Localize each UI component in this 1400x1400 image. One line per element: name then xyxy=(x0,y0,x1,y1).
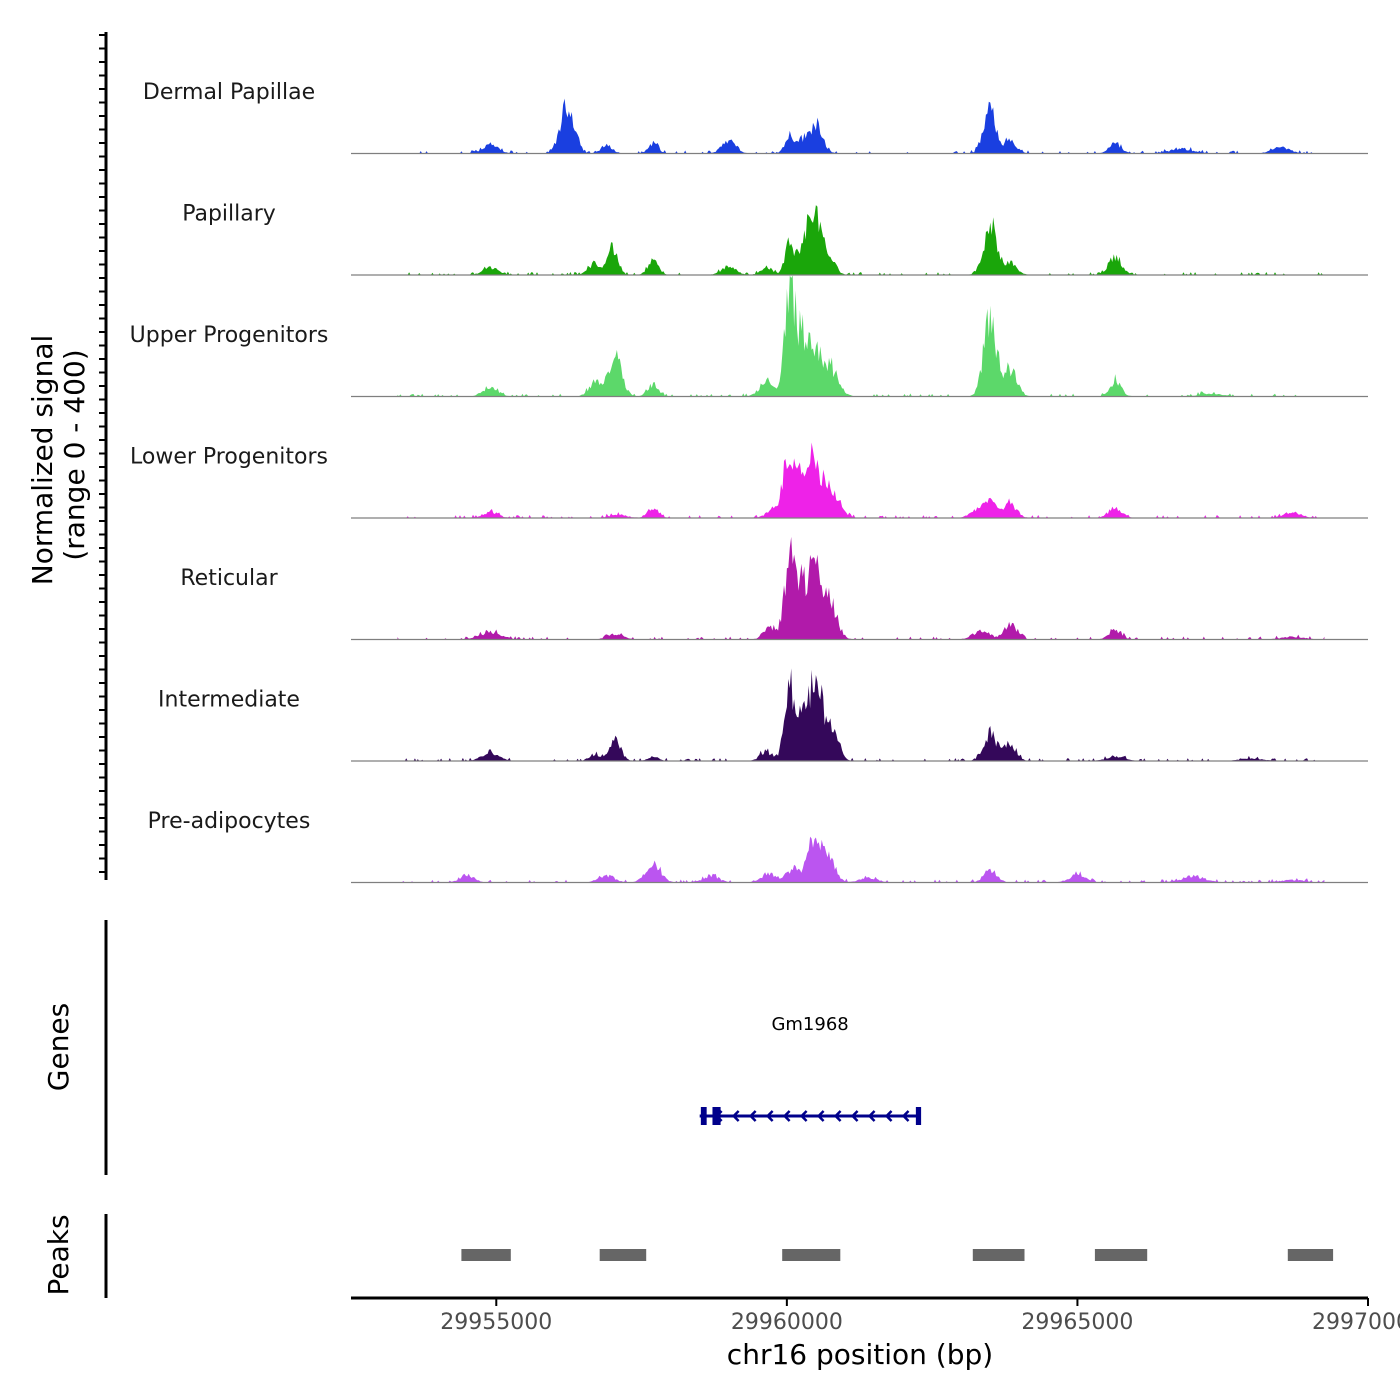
signal-area xyxy=(397,98,1325,154)
peak-regions xyxy=(461,1249,1334,1261)
x-tick-label: 29970000 xyxy=(1312,1310,1400,1335)
coverage-y-axis-ticks xyxy=(99,34,106,873)
peak-region xyxy=(972,1249,1025,1261)
x-tick-label: 29965000 xyxy=(1021,1310,1133,1335)
signal-area xyxy=(397,275,1325,397)
track-reticular: Reticular xyxy=(180,536,1368,641)
strand-arrow xyxy=(901,1110,910,1122)
y-axis-title-line1: Normalized signal xyxy=(26,335,59,586)
track-label: Upper Progenitors xyxy=(130,323,329,348)
strand-arrow xyxy=(867,1110,876,1122)
signal-area xyxy=(397,442,1325,518)
peak-region xyxy=(599,1249,647,1261)
gene-exon xyxy=(712,1107,721,1125)
strand-arrow xyxy=(884,1110,893,1122)
track-pre-adipocytes: Pre-adipocytes xyxy=(148,809,1368,884)
signal-area xyxy=(397,668,1325,761)
strand-arrow xyxy=(816,1110,825,1122)
strand-arrow xyxy=(799,1110,808,1122)
gene-exon xyxy=(915,1107,922,1125)
track-label: Lower Progenitors xyxy=(130,445,328,470)
peak-region xyxy=(461,1249,511,1261)
gene-name-label: Gm1968 xyxy=(771,1014,848,1035)
gene-annotations: Gm1968 xyxy=(699,1014,922,1125)
y-axis-title-line2: (range 0 - 400) xyxy=(58,349,91,560)
track-dermal-papillae: Dermal Papillae xyxy=(143,80,1368,155)
track-label: Papillary xyxy=(182,202,276,227)
x-tick-label: 29960000 xyxy=(731,1310,843,1335)
gene-gm1968: Gm1968 xyxy=(699,1014,922,1125)
track-upper-progenitors: Upper Progenitors xyxy=(130,275,1368,398)
peak-region xyxy=(1094,1249,1148,1261)
genes-panel-title: Genes xyxy=(42,1003,75,1091)
x-axis-title: chr16 position (bp) xyxy=(727,1338,993,1371)
x-axis-ticks: 29955000 29960000 29965000 29970000 xyxy=(440,1298,1400,1335)
x-tick-label: 29955000 xyxy=(440,1310,552,1335)
signal-area xyxy=(397,205,1325,275)
track-label: Dermal Papillae xyxy=(143,80,315,105)
coverage-tracks: Dermal Papillae Papillary Upper Progenitor… xyxy=(130,80,1368,884)
strand-arrow xyxy=(748,1110,757,1122)
signal-area xyxy=(397,836,1325,883)
track-label: Pre-adipocytes xyxy=(148,809,311,834)
strand-arrow xyxy=(782,1110,791,1122)
peak-region xyxy=(782,1249,841,1261)
track-papillary: Papillary xyxy=(182,202,1368,276)
strand-arrow xyxy=(731,1110,740,1122)
track-intermediate: Intermediate xyxy=(158,668,1368,762)
track-label: Intermediate xyxy=(158,688,300,713)
peaks-panel-title: Peaks xyxy=(42,1214,75,1295)
peak-region xyxy=(1287,1249,1334,1261)
strand-arrow xyxy=(833,1110,842,1122)
gene-exon xyxy=(700,1107,707,1125)
strand-arrow xyxy=(765,1110,774,1122)
strand-arrow xyxy=(850,1110,859,1122)
track-lower-progenitors: Lower Progenitors xyxy=(130,442,1368,519)
track-label: Reticular xyxy=(180,566,278,591)
signal-area xyxy=(397,536,1325,640)
